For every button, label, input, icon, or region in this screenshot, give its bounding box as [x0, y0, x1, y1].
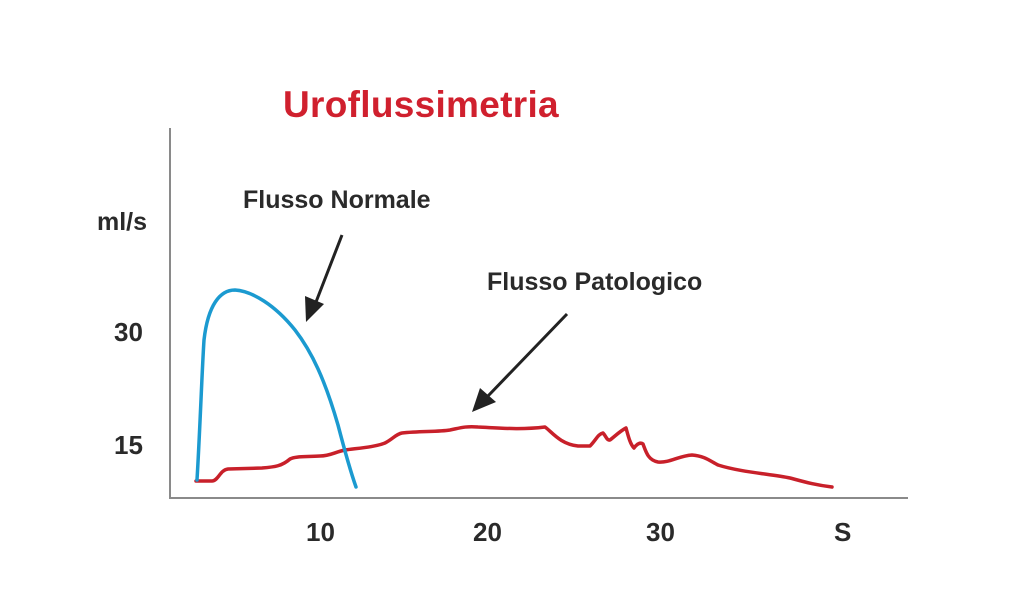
x-tick-10: 10 [306, 517, 335, 547]
annotation-flusso-normale: Flusso Normale [243, 186, 431, 214]
series-flusso-normale [195, 288, 358, 489]
annotation-flusso-patologico: Flusso Patologico [487, 268, 703, 296]
y-tick-30: 30 [114, 317, 143, 347]
y-axis-label: ml/s [97, 208, 148, 236]
x-tick-30: 30 [646, 517, 675, 547]
y-tick-15: 15 [114, 430, 143, 460]
arrow-normal-icon [305, 234, 344, 322]
series-flusso-patologico [194, 425, 834, 489]
chart-title: Uroflussimetria [283, 84, 559, 125]
arrow-patologico-icon [472, 312, 569, 412]
x-tick-20: 20 [473, 517, 502, 547]
x-axis-unit-label: S [834, 517, 852, 547]
